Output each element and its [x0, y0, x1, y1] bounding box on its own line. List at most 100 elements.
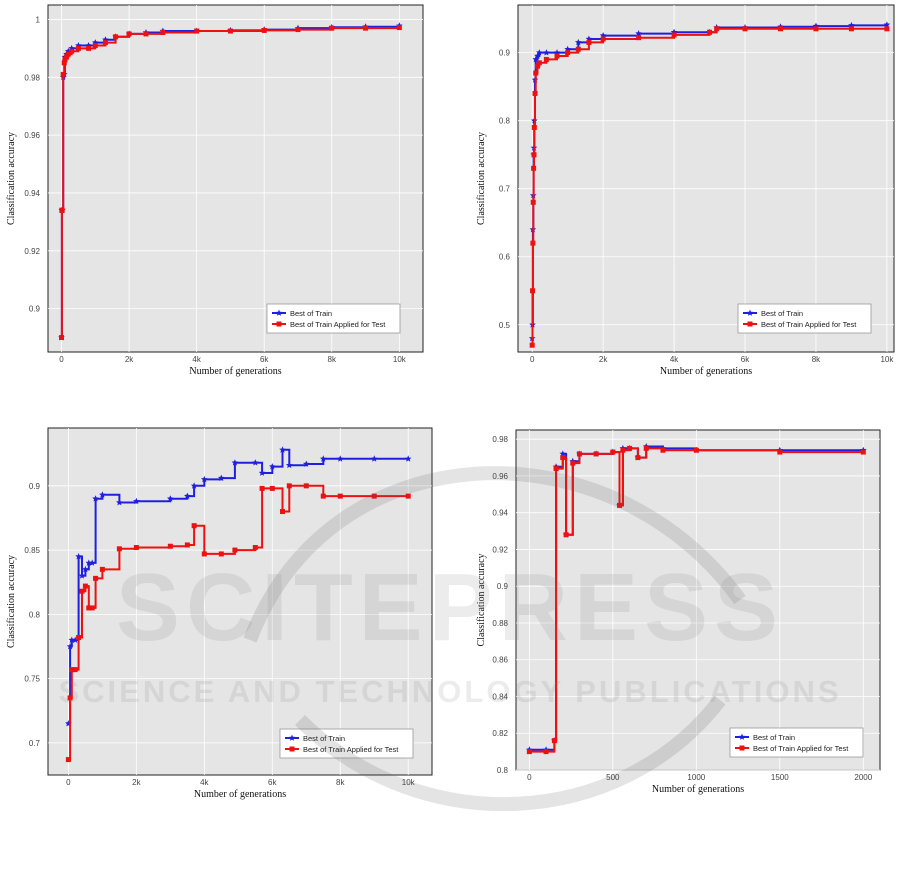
data-point-train: [532, 55, 540, 63]
data-point-test: [303, 483, 309, 489]
data-point-test: [848, 26, 854, 32]
data-point-test: [560, 455, 566, 461]
legend-marker-star: [288, 734, 296, 741]
data-point-test: [576, 451, 582, 457]
data-point-test: [693, 447, 699, 453]
data-point-test: [261, 27, 267, 33]
x-tick-label: 1000: [687, 773, 705, 782]
data-point-test: [813, 26, 819, 32]
chart-top-left: 0 2k 4k 6k 8k 10k 0.9 0.92 0.94 0.96 0.98 1 Number o…: [0, 0, 440, 385]
data-point-test: [92, 42, 98, 48]
x-tick-label: 10k: [880, 355, 894, 364]
data-point-test: [777, 26, 783, 32]
data-point-test: [627, 445, 633, 451]
data-point-test: [65, 51, 71, 57]
data-point-test: [714, 26, 720, 32]
data-point-test: [143, 31, 149, 37]
data-point-test: [60, 71, 66, 77]
data-point-test: [194, 28, 200, 34]
data-point-train: [218, 474, 225, 481]
legend-label: Best of Train Applied for Test: [761, 320, 857, 329]
data-point-test: [533, 70, 539, 76]
legend-marker-square: [739, 745, 745, 751]
y-tick-label: 0.92: [492, 545, 508, 554]
data-point-train: [78, 572, 86, 579]
data-point-test: [93, 575, 99, 581]
data-point-train: [68, 44, 75, 52]
data-point-test: [530, 199, 536, 205]
chart-bottom-left: 0 2k 4k 6k 8k 10k 0.7 0.75 0.8 0.85 0.9 Number of g…: [0, 420, 440, 800]
y-tick-label: 0.96: [24, 131, 40, 140]
data-point-train: [92, 495, 99, 502]
y-tick-label: 0.88: [492, 619, 508, 628]
legend-marker-square: [289, 746, 295, 752]
x-tick-label: 10k: [393, 355, 407, 364]
data-point-test: [160, 29, 166, 35]
plot-area: [515, 429, 881, 771]
x-tick-label: 0: [527, 773, 532, 782]
grid: [48, 5, 423, 352]
y-tick-label: 0.94: [24, 189, 40, 198]
data-point-test: [59, 207, 65, 213]
data-point-test: [116, 546, 122, 552]
data-point-train: [252, 459, 259, 466]
x-tick-label: 6k: [741, 355, 750, 364]
series-line-train: [68, 448, 409, 725]
y-axis-label: Classification accuracy: [476, 132, 487, 225]
x-tick-label: 2000: [854, 773, 872, 782]
data-point-train: [85, 559, 93, 566]
data-point-train: [336, 455, 344, 462]
data-point-test: [62, 57, 68, 63]
data-point-test: [543, 749, 549, 755]
data-point-test: [531, 152, 537, 158]
data-point-train: [319, 455, 327, 462]
legend-label: Best of Train Applied for Test: [753, 744, 849, 753]
data-point-test: [329, 25, 335, 31]
data-point-test: [543, 56, 549, 62]
x-tick-label: 2k: [132, 778, 141, 787]
data-point-test: [586, 39, 592, 45]
data-point-test: [530, 288, 536, 294]
legend-box: [729, 727, 864, 758]
y-tick-label: 0.8: [499, 117, 511, 126]
y-tick-label: 0.8: [29, 610, 41, 619]
legend-box: [279, 728, 414, 759]
data-point-test: [279, 509, 285, 515]
y-tick-label: 0.8: [497, 766, 509, 775]
data-point-test: [860, 449, 866, 455]
data-point-test: [167, 543, 173, 549]
data-point-test: [61, 60, 67, 66]
data-point-train: [71, 636, 79, 643]
data-point-test: [531, 165, 537, 171]
legend: Best of Train Best of Train Applied for T…: [266, 303, 401, 334]
data-point-test: [72, 667, 78, 673]
y-tick-label: 0.94: [492, 509, 508, 518]
chart-svg: 0 500 1000 1500 2000 0.8 0.82 0.84 0.86 0.88 0.9 0.…: [476, 429, 881, 795]
data-point-train: [167, 495, 174, 502]
data-point-test: [405, 493, 411, 499]
data-point-test: [565, 50, 571, 56]
x-tick-label: 0: [530, 355, 535, 364]
data-point-train: [99, 491, 106, 498]
x-tick-label: 1500: [771, 773, 789, 782]
legend: Best of Train Best of Train Applied for T…: [279, 728, 414, 759]
data-point-test: [530, 240, 536, 246]
x-axis-label: Number of generations: [652, 784, 744, 795]
legend-box: [737, 303, 872, 334]
data-point-train: [279, 446, 286, 453]
data-point-test: [777, 449, 783, 455]
data-point-train: [133, 497, 140, 505]
legend-label: Best of Train: [753, 733, 795, 742]
data-point-test: [102, 40, 108, 46]
data-point-test: [575, 46, 581, 52]
x-tick-label: 2k: [599, 355, 608, 364]
y-tick-label: 0.7: [29, 739, 41, 748]
y-tick-label: 0.92: [24, 247, 40, 256]
x-tick-label: 0: [59, 355, 64, 364]
data-point-train: [534, 52, 541, 59]
data-point-test: [79, 588, 85, 594]
y-tick-label: 0.75: [24, 675, 40, 684]
data-point-train: [88, 559, 96, 566]
x-tick-label: 8k: [336, 778, 345, 787]
y-tick-label: 0.6: [499, 253, 511, 262]
